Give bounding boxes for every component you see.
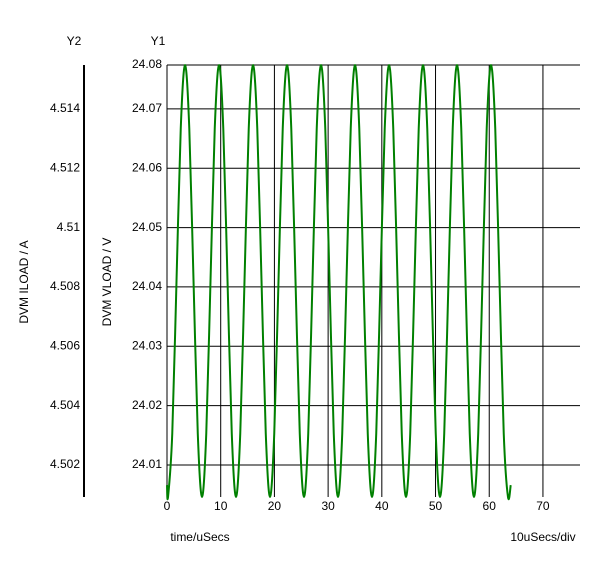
x-tick-label: 20: [268, 499, 282, 513]
x-scale-note: 10uSecs/div: [510, 530, 575, 544]
y-axis-label: DVM VLOAD / V: [100, 238, 114, 327]
x-tick-label: 0: [164, 499, 171, 513]
x-tick-label: 30: [321, 499, 335, 513]
y1-header: Y1: [151, 34, 166, 48]
y2-tick-label: 4.508: [50, 279, 80, 293]
y-tick-label: 24.04: [132, 279, 162, 293]
x-tick-label: 50: [429, 499, 443, 513]
y2-tick-label: 4.504: [50, 398, 80, 412]
series-line: [166, 63, 512, 501]
x-tick-label: 10: [214, 499, 228, 513]
x-tick-label: 70: [536, 499, 550, 513]
y2-tick-label: 4.514: [50, 101, 80, 115]
y-tick-label: 24.07: [132, 101, 162, 115]
y2-axis-label: DVM ILOAD / A: [17, 240, 31, 323]
y-tick-label: 24.08: [132, 57, 162, 71]
y-tick-label: 24.02: [132, 398, 162, 412]
y2-header: Y2: [67, 34, 82, 48]
x-tick-label: 40: [375, 499, 389, 513]
y2-tick-label: 4.506: [50, 338, 80, 352]
y2-tick-label: 4.502: [50, 457, 80, 471]
y-tick-label: 24.06: [132, 160, 162, 174]
y-tick-label: 24.03: [132, 338, 162, 352]
y-tick-label: 24.01: [132, 457, 162, 471]
y2-tick-label: 4.512: [50, 160, 80, 174]
y2-tick-label: 4.51: [57, 220, 81, 234]
x-axis-label: time/uSecs: [170, 530, 229, 544]
x-tick-label: 60: [483, 499, 497, 513]
y-tick-label: 24.05: [132, 220, 162, 234]
